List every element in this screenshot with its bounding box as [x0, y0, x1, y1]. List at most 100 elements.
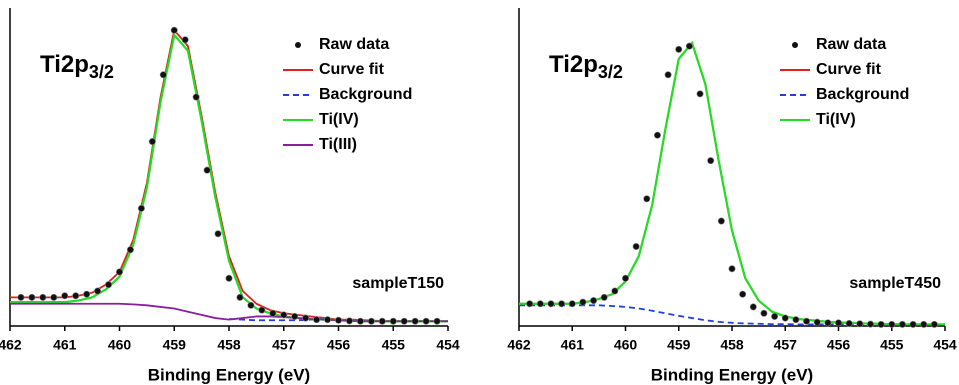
data-point — [203, 166, 211, 174]
data-point — [356, 317, 364, 325]
data-point — [302, 314, 310, 322]
data-point — [579, 298, 587, 306]
annotation-subscript: 3/2 — [598, 62, 623, 82]
data-point — [389, 317, 397, 325]
data-point — [137, 204, 145, 212]
data-point — [856, 320, 864, 328]
data-point — [547, 300, 555, 308]
series-line — [519, 304, 945, 326]
data-point — [148, 138, 156, 146]
data-point — [845, 319, 853, 327]
x-tick-label: 460 — [108, 337, 132, 353]
panel: 462 461 460 459 458 457 456 455 454 Binding Energ… — [0, 8, 460, 384]
data-point — [717, 217, 725, 225]
annotation-text: Ti2p — [40, 51, 89, 78]
data-point — [611, 287, 619, 295]
x-tick-label: 458 — [217, 337, 241, 353]
panel: 462 461 460 459 458 457 456 455 454 Binding Energ… — [507, 8, 957, 384]
data-point — [920, 320, 928, 328]
data-point — [378, 317, 386, 325]
x-tick-label: 459 — [667, 337, 691, 353]
data-point — [675, 45, 683, 53]
data-point — [236, 293, 244, 301]
x-axis-label: Binding Energy (eV) — [651, 365, 813, 384]
data-point — [17, 293, 25, 301]
data-point — [877, 320, 885, 328]
data-point — [50, 293, 58, 301]
data-point — [930, 320, 938, 328]
legend-label: Ti(IV) — [816, 111, 856, 128]
data-point — [324, 316, 332, 324]
data-point — [181, 36, 189, 44]
data-point — [728, 265, 736, 273]
x-tick-label: 461 — [561, 337, 585, 353]
data-point — [280, 311, 288, 319]
series-line — [10, 302, 448, 323]
data-point — [126, 246, 134, 254]
data-point — [214, 230, 222, 238]
annotation: Ti2p3/2 — [40, 51, 114, 81]
data-point — [888, 320, 896, 328]
x-tick-label: 456 — [327, 337, 351, 353]
legend-label: Background — [816, 86, 909, 103]
x-tick-label: 462 — [0, 337, 22, 353]
data-point — [269, 309, 277, 317]
legend-label: Raw data — [816, 36, 886, 53]
legend-marker — [295, 42, 301, 48]
legend-label: Ti(III) — [319, 136, 357, 153]
x-tick-label: 455 — [880, 337, 904, 353]
x-tick-label: 454 — [933, 337, 957, 353]
data-point — [94, 287, 102, 295]
data-point — [792, 316, 800, 324]
data-point — [225, 274, 233, 282]
data-point — [61, 292, 69, 300]
data-point — [170, 26, 178, 34]
annotation-subscript: 3/2 — [89, 62, 114, 82]
x-tick-label: 462 — [507, 337, 531, 353]
data-point — [258, 306, 266, 314]
data-point — [116, 268, 124, 276]
data-point — [760, 309, 768, 317]
x-axis-label: Binding Energy (eV) — [148, 365, 310, 384]
x-tick-label: 455 — [382, 337, 406, 353]
series-line — [519, 40, 945, 326]
x-tick-label: 457 — [272, 337, 296, 353]
data-point — [367, 317, 375, 325]
data-point — [739, 290, 747, 298]
data-point — [685, 42, 693, 50]
data-point — [590, 297, 598, 305]
legend-label: Ti(IV) — [319, 111, 359, 128]
data-point — [72, 292, 80, 300]
legend-marker — [792, 42, 798, 48]
annotation-text: Ti2p — [549, 51, 598, 78]
data-point — [653, 131, 661, 139]
data-point — [422, 317, 430, 325]
data-point — [313, 316, 321, 324]
data-point — [433, 317, 441, 325]
data-point — [39, 293, 47, 301]
data-point — [83, 290, 91, 298]
data-point — [600, 293, 608, 301]
data-point — [813, 318, 821, 326]
legend-label: Curve fit — [319, 61, 385, 78]
x-tick-label: 459 — [163, 337, 187, 353]
sample-label: sampleT150 — [352, 275, 444, 292]
data-point — [696, 90, 704, 98]
data-point — [28, 293, 36, 301]
data-point — [536, 300, 544, 308]
data-point — [291, 312, 299, 320]
data-point — [771, 312, 779, 320]
data-point — [400, 317, 408, 325]
x-tick-label: 460 — [614, 337, 638, 353]
data-point — [105, 281, 113, 289]
data-point — [192, 93, 200, 101]
data-point — [749, 303, 757, 311]
legend-label: Curve fit — [816, 61, 882, 78]
x-tick-label: 458 — [720, 337, 744, 353]
data-point — [411, 317, 419, 325]
data-point — [247, 301, 255, 309]
data-point — [345, 317, 353, 325]
annotation: Ti2p3/2 — [549, 51, 623, 81]
data-point — [643, 195, 651, 203]
